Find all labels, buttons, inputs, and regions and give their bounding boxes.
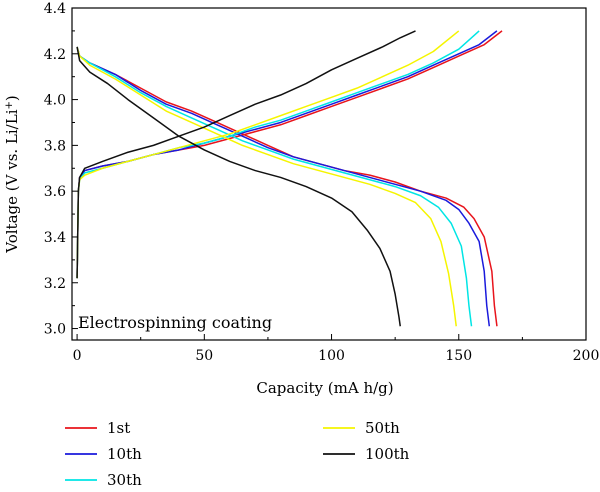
y-tick-label: 3.8 (44, 138, 66, 154)
x-axis-label: Capacity (mA h/g) (256, 379, 393, 397)
legend: 1st 10th 30th 50th 100th (65, 419, 410, 489)
series-line-charge (76, 30, 460, 279)
legend-label: 100th (365, 445, 410, 463)
y-tick-label: 3.6 (44, 184, 66, 200)
y-axis-label-sup: + (4, 101, 15, 109)
series-line-discharge (76, 46, 498, 327)
legend-label: 10th (107, 445, 142, 463)
y-axis-label-main: Voltage (V vs. Li/Li (3, 109, 21, 253)
y-tick-label: 3.4 (44, 230, 66, 246)
y-axis-label-tail: ) (3, 95, 21, 101)
x-axis-ticks: 0 50 100 150 200 (73, 334, 600, 364)
series-layer (76, 30, 503, 327)
legend-label: 30th (107, 471, 142, 489)
series-line-discharge (76, 46, 457, 327)
series-line-discharge (76, 46, 473, 327)
x-tick-label: 200 (573, 348, 600, 364)
legend-label: 50th (365, 419, 400, 437)
x-tick-label: 100 (318, 348, 345, 364)
y-axis-label: Voltage (V vs. Li/Li+) (3, 95, 21, 253)
legend-label: 1st (107, 419, 130, 437)
series-line-charge (76, 30, 480, 279)
x-tick-label: 50 (195, 348, 213, 364)
series-line-discharge (76, 46, 401, 327)
series-line-charge (76, 30, 498, 279)
annotation-label: Electrospinning coating (78, 313, 272, 332)
y-tick-label: 4.2 (44, 47, 66, 63)
series-line-charge (76, 30, 416, 279)
series-line-discharge (76, 46, 491, 327)
x-tick-label: 150 (445, 348, 472, 364)
y-tick-label: 4.0 (44, 93, 66, 109)
plot-frame (71, 7, 587, 341)
y-axis-ticks: 3.0 3.2 3.4 3.6 3.8 4.0 4.2 4.4 (44, 1, 78, 338)
y-tick-label: 3.2 (44, 276, 66, 292)
x-tick-label: 0 (73, 348, 82, 364)
y-tick-label: 4.4 (44, 1, 66, 17)
y-tick-label: 3.0 (44, 322, 66, 338)
